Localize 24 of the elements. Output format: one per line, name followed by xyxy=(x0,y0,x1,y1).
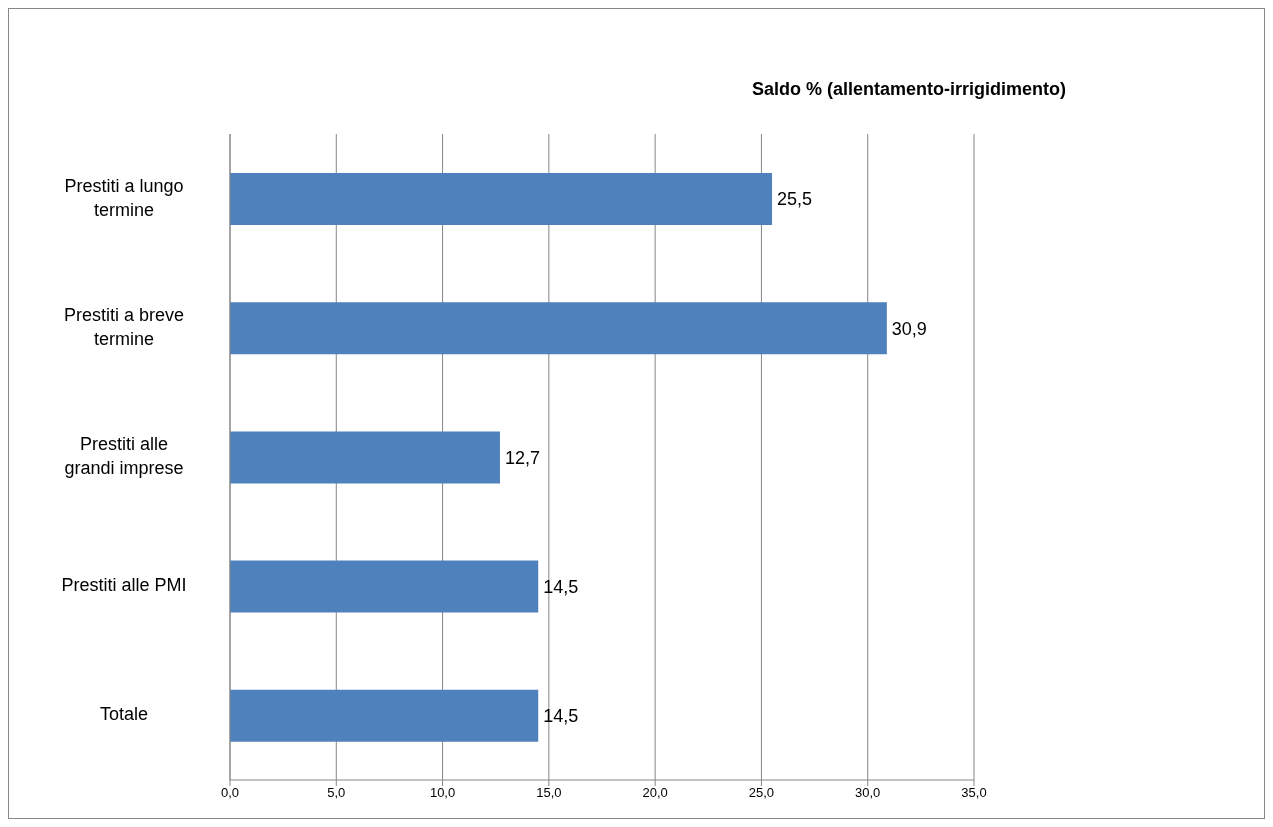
x-tick-label: 15,0 xyxy=(536,785,562,801)
y-tick-label: Prestiti a breve termine xyxy=(63,304,185,349)
y-tick-label: Totale xyxy=(99,704,149,725)
data-label: 30,9 xyxy=(891,318,927,339)
y-tick-label: Prestiti alle grandi imprese xyxy=(64,433,184,478)
bar xyxy=(230,302,887,355)
bar xyxy=(230,560,539,613)
data-label: 25,5 xyxy=(777,189,813,210)
bar xyxy=(230,173,773,225)
data-label: 14,5 xyxy=(543,576,579,597)
chart-title: Saldo % (allentamento-irrigidimento) xyxy=(751,79,1067,100)
bar xyxy=(230,431,500,484)
x-tick-label: 0,0 xyxy=(220,785,240,801)
x-tick-label: 30,0 xyxy=(855,785,881,801)
x-tick-label: 35,0 xyxy=(961,785,987,801)
data-label: 14,5 xyxy=(543,706,579,727)
x-tick-label: 25,0 xyxy=(748,785,775,801)
data-label: 12,7 xyxy=(504,447,541,468)
bar xyxy=(230,689,539,742)
x-tick-label: 10,0 xyxy=(429,785,456,801)
y-tick-label: Prestiti alle PMI xyxy=(61,574,187,595)
y-tick-label: Prestiti a lungo termine xyxy=(64,175,184,220)
x-tick-label: 5,0 xyxy=(327,785,346,801)
x-tick-label: 20,0 xyxy=(642,785,668,801)
